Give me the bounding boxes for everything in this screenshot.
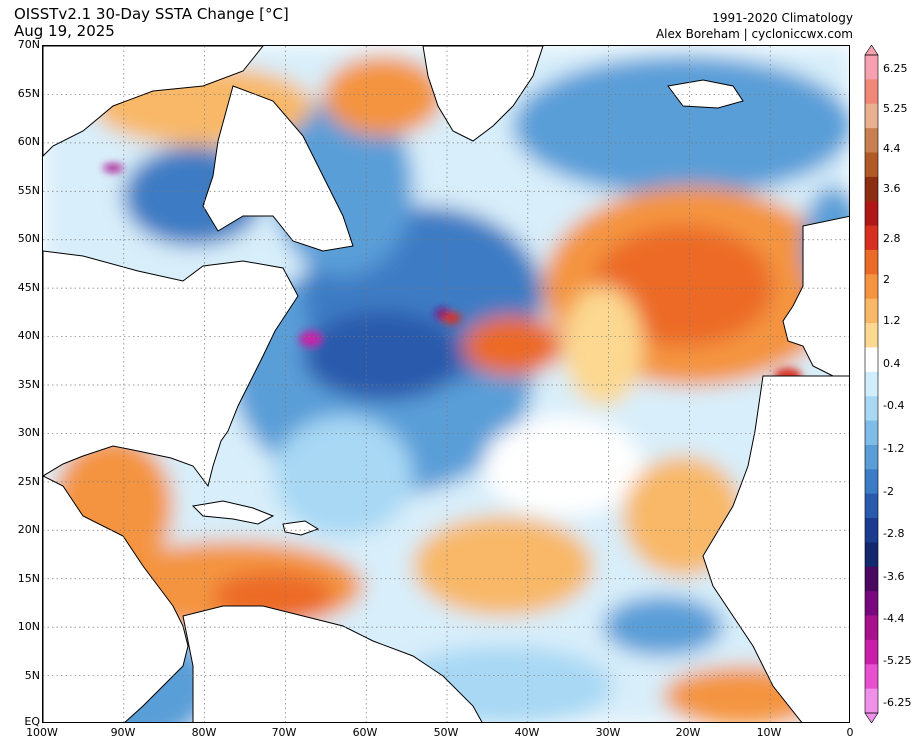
climatology-label: 1991-2020 Climatology	[712, 11, 853, 25]
map-date: Aug 19, 2025	[14, 22, 115, 40]
colorbar-swatch	[865, 469, 878, 495]
lat-label: 70N	[17, 38, 40, 51]
colorbar-label: -6.25	[883, 696, 912, 709]
lat-label: 55N	[17, 184, 40, 197]
colorbar-swatch	[865, 664, 878, 690]
colorbar-swatch	[865, 201, 878, 227]
lat-label: 50N	[17, 232, 40, 245]
colorbar-swatch	[865, 103, 878, 129]
south-america-land	[182, 605, 483, 722]
lon-label: 20W	[675, 726, 701, 739]
colorbar-swatch	[865, 323, 878, 348]
lat-label: 35N	[17, 378, 40, 391]
ssta-map	[42, 45, 850, 723]
colorbar-swatch	[865, 396, 878, 422]
colorbar-label: 6.25	[883, 62, 908, 75]
gridlines	[43, 46, 849, 722]
colorbar-swatch	[865, 55, 878, 80]
colorbar	[864, 45, 879, 723]
lat-label: 5N	[24, 669, 40, 682]
north-america-land	[43, 250, 299, 488]
colorbar-swatch	[865, 493, 878, 519]
anomaly-extremes	[103, 164, 802, 384]
cuba-land	[191, 500, 275, 525]
colorbar-swatch	[865, 371, 878, 397]
colorbar-swatch	[865, 566, 878, 592]
lon-label: 100W	[26, 726, 58, 739]
colorbar-swatch	[865, 249, 878, 275]
credit-block: 1991-2020 Climatology Alex Boreham | cyc…	[656, 10, 853, 42]
colorbar-swatch	[865, 420, 878, 446]
colorbar-swatch	[865, 274, 878, 300]
colorbar-swatch	[865, 176, 878, 202]
author-credit: Alex Boreham | cycloniccwx.com	[655, 27, 853, 41]
colorbar-swatch	[865, 79, 878, 105]
colorbar-label: -2.8	[883, 527, 905, 540]
colorbar-label: 5.25	[883, 102, 908, 115]
lat-label: 30N	[17, 426, 40, 439]
map-canvas	[43, 46, 849, 722]
colorbar-label: 4.4	[883, 142, 901, 155]
lon-label: 50W	[433, 726, 459, 739]
lat-label: 15N	[17, 572, 40, 585]
colorbar-label: -1.2	[883, 442, 905, 455]
lon-label: 80W	[191, 726, 217, 739]
colorbar-swatch	[865, 298, 878, 324]
colorbar-swatch	[865, 444, 878, 470]
lat-label: 60N	[17, 135, 40, 148]
colorbar-swatch	[865, 128, 878, 153]
land-masses	[43, 46, 849, 722]
colorbar-label: -0.4	[883, 399, 905, 412]
africa-land	[702, 375, 849, 722]
colorbar-label: 3.6	[883, 182, 901, 195]
lon-label: 30W	[595, 726, 621, 739]
lon-label: 60W	[352, 726, 378, 739]
lat-label: 40N	[17, 329, 40, 342]
anomaly-field	[43, 46, 849, 722]
hispaniola-land	[282, 520, 320, 536]
colorbar-label: -3.6	[883, 570, 905, 583]
colorbar-label: 0.4	[883, 357, 901, 370]
lon-label: 0	[846, 726, 854, 739]
lat-label: 20N	[17, 523, 40, 536]
greenland-land	[422, 46, 544, 142]
colorbar-swatch	[865, 591, 878, 617]
lon-label: 10W	[756, 726, 782, 739]
central-america-land	[43, 475, 189, 722]
lon-label: 90W	[110, 726, 136, 739]
colorbar-min-arrow	[864, 712, 879, 723]
colorbar-label: -2	[883, 485, 894, 498]
map-title-block: OISSTv2.1 30-Day SSTA Change [°C] Aug 19…	[14, 6, 289, 40]
colorbar-outline	[864, 54, 879, 714]
lat-label: 65N	[17, 87, 40, 100]
colorbar-label: 2	[883, 273, 890, 286]
colorbar-label: -4.4	[883, 612, 905, 625]
colorbar-swatch	[865, 225, 878, 251]
colorbar-swatch	[865, 615, 878, 641]
europe-land	[782, 215, 849, 386]
lon-label: 40W	[514, 726, 540, 739]
lat-label: 25N	[17, 475, 40, 488]
colorbar-swatch	[865, 152, 878, 178]
colorbar-swatch	[865, 518, 878, 543]
colorbar-label: -5.25	[883, 654, 912, 667]
lat-label: 45N	[17, 281, 40, 294]
colorbar-max-arrow	[864, 45, 879, 56]
colorbar-label: 1.2	[883, 314, 901, 327]
lon-label: 70W	[271, 726, 297, 739]
labrador-land	[202, 85, 354, 252]
colorbar-swatch	[865, 347, 878, 373]
map-title: OISSTv2.1 30-Day SSTA Change [°C]	[14, 5, 289, 23]
lat-label: EQ	[24, 715, 40, 728]
lat-label: 10N	[17, 620, 40, 633]
colorbar-swatch	[865, 688, 878, 714]
iceland-land	[667, 79, 744, 109]
colorbar-swatch	[865, 542, 878, 568]
colorbar-label: 2.8	[883, 232, 901, 245]
northern-canada-land	[43, 46, 264, 157]
colorbar-swatch	[865, 639, 878, 665]
